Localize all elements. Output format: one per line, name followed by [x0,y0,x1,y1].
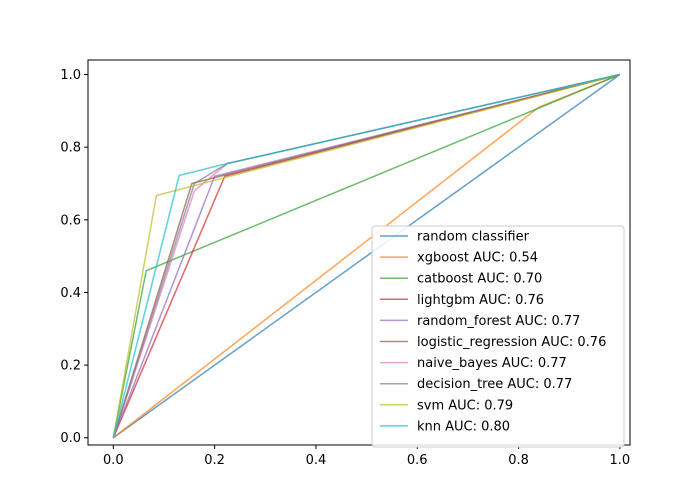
x-tick-label: 0.6 [407,453,428,468]
plot-frame [87,59,631,446]
y-tick-label: 0.8 [60,141,81,156]
plot-lines [112,73,621,439]
legend-label-6: naive_bayes AUC: 0.77 [417,356,567,371]
y-tick-label: 0.4 [60,286,81,301]
legend-label-9: knn AUC: 0.80 [417,419,510,434]
series-line-8 [112,73,621,438]
legend-label-4: random_forest AUC: 0.77 [417,314,580,329]
x-tick-label: 0.2 [204,453,225,468]
legend-label-7: decision_tree AUC: 0.77 [417,377,572,392]
series-line-2 [112,73,621,438]
legend-label-1: xgboost AUC: 0.54 [417,251,538,266]
series-line-0 [112,73,621,439]
x-tick-label: 1.0 [610,453,631,468]
x-tick-label: 0.4 [306,453,327,468]
y-tick-label: 1.0 [60,68,81,83]
legend-label-8: svm AUC: 0.79 [417,398,513,413]
legend-label-5: logistic_regression AUC: 0.76 [417,335,606,350]
legend: random classifier xgboost AUC: 0.54 catboo… [371,225,625,448]
legend-label-3: lightgbm AUC: 0.76 [417,293,544,308]
y-tick-label: 0.0 [60,431,81,446]
legend-label-2: catboost AUC: 0.70 [417,272,542,287]
y-tick-label: 0.6 [60,213,81,228]
x-tick-label: 0.0 [103,453,124,468]
x-tick-label: 0.8 [508,453,529,468]
y-tick-label: 0.2 [60,359,81,374]
legend-label-0: random classifier [417,230,530,245]
series-line-9 [112,73,621,438]
series-line-5 [112,73,621,438]
legend-box [371,225,625,448]
x-axis: 0.0 0.2 0.4 0.6 0.8 1.0 [103,445,630,468]
y-axis: 0.0 0.2 0.4 0.6 0.8 1.0 [60,68,88,446]
